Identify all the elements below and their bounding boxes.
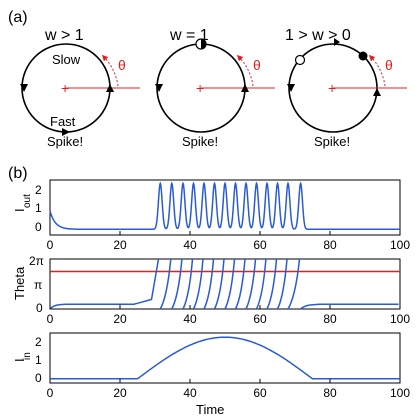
spike-label: Spike! (182, 134, 218, 149)
theta-symbol: θ (253, 57, 261, 73)
theta-arc (368, 54, 386, 87)
panel-b-label: (b) (8, 165, 28, 182)
x-tick-label: 80 (323, 238, 337, 252)
iin-ylabel: I (12, 358, 27, 362)
x-tick-label: 40 (183, 312, 197, 326)
origin-plus-icon: + (61, 80, 69, 96)
unstable-point-icon (294, 54, 306, 66)
iin-trace (50, 336, 400, 380)
theta-branch (276, 258, 288, 310)
x-tick-label: 100 (390, 312, 410, 326)
half-stable-point-icon (201, 39, 206, 49)
direction-arrow-icon (334, 38, 340, 46)
spike-label: Spike! (314, 134, 350, 149)
ytick: π (34, 278, 42, 292)
x-tick-label: 40 (183, 238, 197, 252)
ytick: 2 (35, 335, 42, 349)
x-tick-label: 40 (183, 386, 197, 400)
theta-ylabel: Theta (12, 266, 27, 300)
x-tick-label: 0 (47, 386, 54, 400)
theta-branch (171, 258, 183, 310)
theta-arc (101, 54, 119, 87)
origin-plus-icon: + (196, 80, 204, 96)
x-tick-label: 80 (323, 312, 337, 326)
ytick: 0 (35, 220, 42, 234)
direction-arrow-icon (287, 84, 295, 92)
phase-circle-1: w > 1 + θ Slow Fast Spike! (20, 27, 140, 149)
x-tick-label: 20 (113, 386, 127, 400)
x-tick-label: 80 (323, 386, 337, 400)
direction-arrow-icon (62, 128, 70, 136)
ytick: 0 (36, 301, 43, 315)
direction-arrow-icon (373, 88, 381, 96)
x-tick-label: 0 (47, 312, 54, 326)
theta-branch (213, 258, 225, 310)
circle-3-title: 1 > w > 0 (285, 27, 351, 44)
direction-arrow-icon (106, 84, 114, 92)
x-tick-label: 20 (113, 312, 127, 326)
theta-symbol: θ (118, 57, 126, 73)
x-tick-label: 60 (253, 312, 267, 326)
direction-arrow-icon (241, 84, 249, 92)
ytick: 2π (29, 254, 44, 268)
theta-branch (266, 258, 278, 310)
direction-arrow-icon (155, 84, 163, 92)
spike-label: Spike! (47, 134, 83, 149)
theta-branch (159, 258, 172, 310)
x-tick-label: 60 (253, 386, 267, 400)
ytick: 0 (35, 371, 42, 385)
phase-circle-3: 1 > w > 0 + θ Spike! (285, 27, 407, 149)
plot-frame-iout (49, 179, 401, 236)
ytick: 2 (35, 183, 42, 197)
stable-point-icon (358, 51, 368, 61)
x-axis-label: Time (196, 402, 224, 417)
direction-arrow-icon (20, 84, 28, 92)
iout-ylabel: I (12, 208, 27, 212)
traces (49, 181, 400, 380)
x-tick-label: 60 (253, 238, 267, 252)
slow-label: Slow (52, 52, 81, 67)
ytick: 1 (35, 201, 42, 215)
x-ticks: 0 20 40 60 80 100 0 20 40 60 80 100 0 20 40 60 80 100 (47, 231, 410, 400)
plot-frame-iin (49, 332, 401, 384)
plot-frame-theta (49, 258, 401, 310)
theta-trace (49, 258, 160, 310)
ytick: 1 (35, 353, 42, 367)
theta-branch (234, 258, 246, 310)
iout-ylabel-sub: out (22, 194, 33, 208)
theta-branch (203, 258, 215, 310)
theta-arc (236, 54, 254, 87)
fast-label: Fast (50, 114, 76, 129)
origin-plus-icon: + (328, 80, 336, 96)
theta-trace-tail (300, 303, 399, 310)
x-tick-label: 100 (390, 386, 410, 400)
theta-symbol: θ (385, 57, 393, 73)
theta-branch (245, 258, 257, 310)
theta-branch (224, 258, 236, 310)
x-tick-label: 100 (390, 238, 410, 252)
theta-branch (192, 258, 204, 310)
theta-branch (182, 258, 194, 310)
theta-branch (287, 258, 301, 310)
x-tick-label: 20 (113, 238, 127, 252)
circle-1-title: w > 1 (44, 27, 84, 44)
theta-branch (255, 258, 267, 310)
time-series-plots: I out 2 1 0 Theta 2π π 0 I in 2 1 0 Time (12, 179, 401, 417)
iout-trace (49, 181, 400, 231)
x-tick-label: 0 (47, 238, 54, 252)
phase-circle-2: w = 1 + θ Spike! (155, 27, 275, 149)
panel-a-label: (a) (8, 9, 28, 26)
iin-ylabel-sub: in (22, 352, 33, 360)
